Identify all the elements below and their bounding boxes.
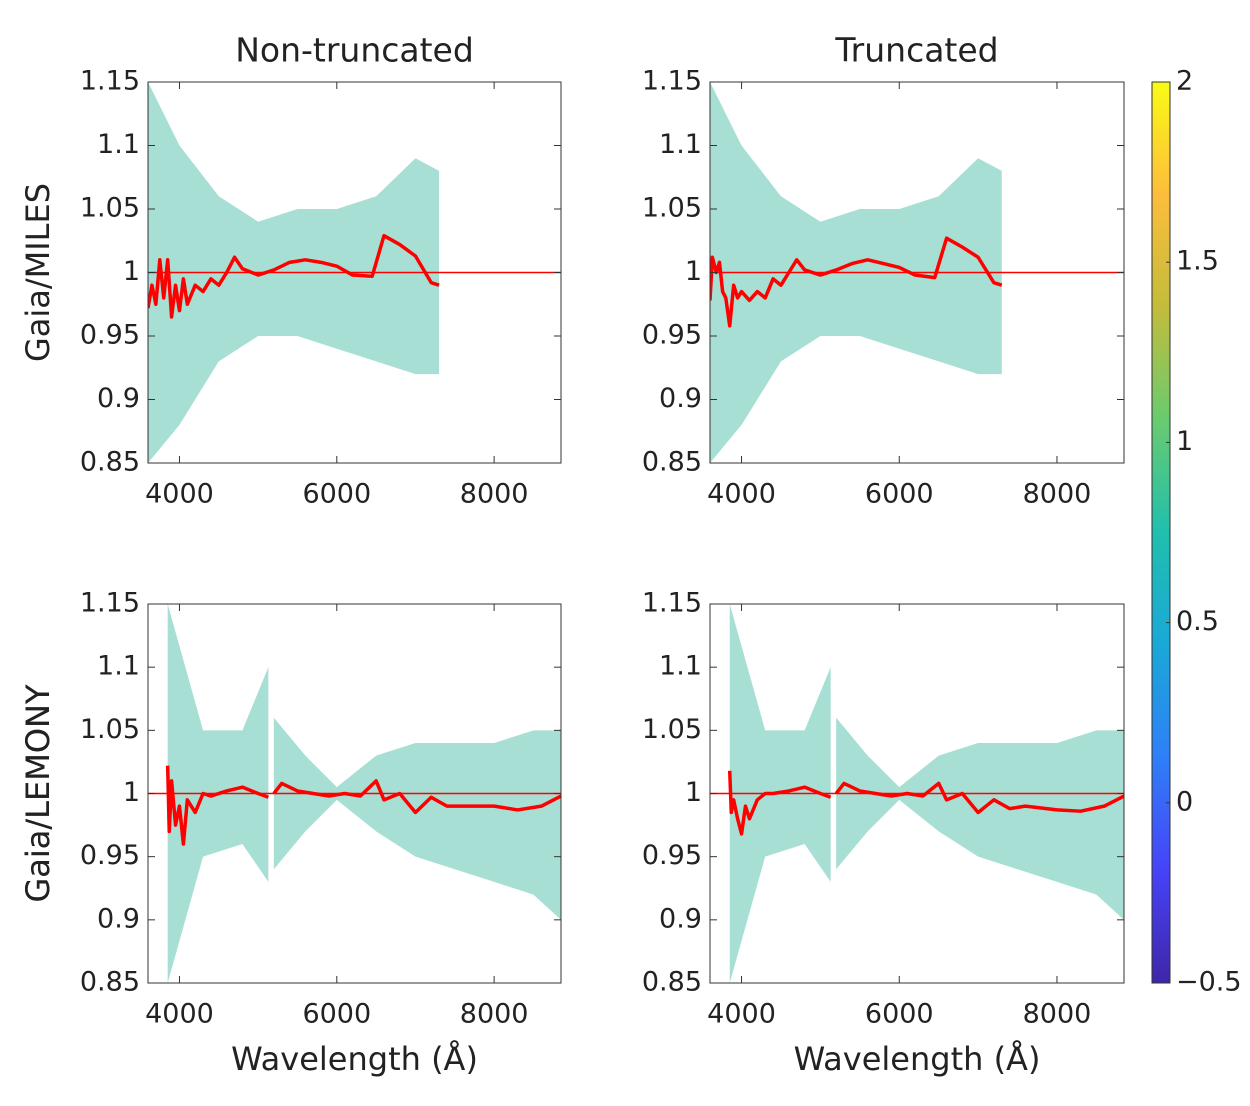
y-tick-label: 1.05 bbox=[80, 193, 140, 224]
x-tick-label: 6000 bbox=[302, 479, 371, 510]
scatter-cloud bbox=[273, 717, 561, 920]
y-axis-label: Gaia/LEMONY bbox=[19, 684, 57, 902]
y-tick-label: 1 bbox=[685, 777, 702, 808]
y-tick-label: 1.15 bbox=[80, 588, 140, 619]
x-tick-label: 6000 bbox=[865, 479, 934, 510]
plot-area bbox=[148, 82, 561, 463]
y-tick-label: 0.95 bbox=[80, 320, 140, 351]
scatter-cloud bbox=[836, 717, 1124, 920]
colorbar-tick-label: 2 bbox=[1176, 66, 1193, 97]
y-tick-label: 1.05 bbox=[642, 193, 702, 224]
x-tick-label: 8000 bbox=[1023, 479, 1092, 510]
x-tick-label: 4000 bbox=[707, 479, 776, 510]
x-axis-label: Wavelength (Å) bbox=[794, 1040, 1041, 1078]
y-tick-label: 1.15 bbox=[80, 66, 140, 97]
panel-title: Non-truncated bbox=[235, 31, 474, 70]
y-axis-label: Gaia/MILES bbox=[19, 183, 57, 362]
colorbar-tick-label: 1.5 bbox=[1176, 246, 1219, 277]
median-line bbox=[272, 779, 561, 815]
y-axis-label: Gaia/LEMONY bbox=[19, 684, 57, 902]
y-tick-label: 1.15 bbox=[642, 588, 702, 619]
y-tick-label: 1.05 bbox=[642, 714, 702, 745]
y-tick-label: 0.85 bbox=[642, 967, 702, 998]
x-tick-label: 8000 bbox=[1023, 999, 1092, 1030]
x-axis-label: Wavelength (Å) bbox=[231, 1040, 478, 1078]
colorbar-tick-label: 0.5 bbox=[1176, 606, 1219, 637]
x-tick-label: 6000 bbox=[302, 999, 371, 1030]
colorbar-tick-label: 1 bbox=[1176, 426, 1193, 457]
plot-area bbox=[710, 604, 1124, 983]
median-line bbox=[165, 765, 269, 846]
y-tick-label: 1 bbox=[123, 256, 140, 287]
colorbar bbox=[1151, 81, 1171, 984]
y-tick-label: 0.9 bbox=[97, 903, 140, 934]
y-tick-label: 1.1 bbox=[97, 651, 140, 682]
plot-area bbox=[148, 604, 561, 983]
median-line bbox=[727, 770, 832, 836]
y-tick-label: 0.85 bbox=[80, 447, 140, 478]
y-tick-label: 0.95 bbox=[80, 840, 140, 871]
y-tick-label: 1.1 bbox=[659, 129, 702, 160]
y-tick-label: 0.95 bbox=[642, 840, 702, 871]
plot-area bbox=[710, 82, 1124, 463]
x-tick-label: 4000 bbox=[145, 999, 214, 1030]
panel-title: Truncated bbox=[834, 31, 998, 70]
x-tick-label: 4000 bbox=[145, 479, 214, 510]
median-line bbox=[148, 233, 440, 319]
y-tick-label: 0.85 bbox=[642, 447, 702, 478]
y-tick-label: 1 bbox=[123, 777, 140, 808]
median-line bbox=[834, 781, 1124, 815]
colorbar-tick-label: −0.5 bbox=[1176, 967, 1242, 998]
y-tick-label: 0.9 bbox=[97, 383, 140, 414]
median-line bbox=[710, 236, 1003, 328]
y-tick-label: 1.15 bbox=[642, 66, 702, 97]
y-tick-label: 0.9 bbox=[659, 383, 702, 414]
y-tick-label: 0.85 bbox=[80, 967, 140, 998]
y-tick-label: 1.1 bbox=[659, 651, 702, 682]
x-tick-label: 8000 bbox=[460, 999, 529, 1030]
x-tick-label: 8000 bbox=[460, 479, 529, 510]
y-tick-label: 0.9 bbox=[659, 903, 702, 934]
colorbar-tick-label: 0 bbox=[1176, 786, 1193, 817]
x-tick-label: 6000 bbox=[865, 999, 934, 1030]
x-tick-label: 4000 bbox=[707, 999, 776, 1030]
y-tick-label: 1.1 bbox=[97, 129, 140, 160]
y-tick-label: 1 bbox=[685, 256, 702, 287]
y-tick-label: 0.95 bbox=[642, 320, 702, 351]
y-tick-label: 1.05 bbox=[80, 714, 140, 745]
